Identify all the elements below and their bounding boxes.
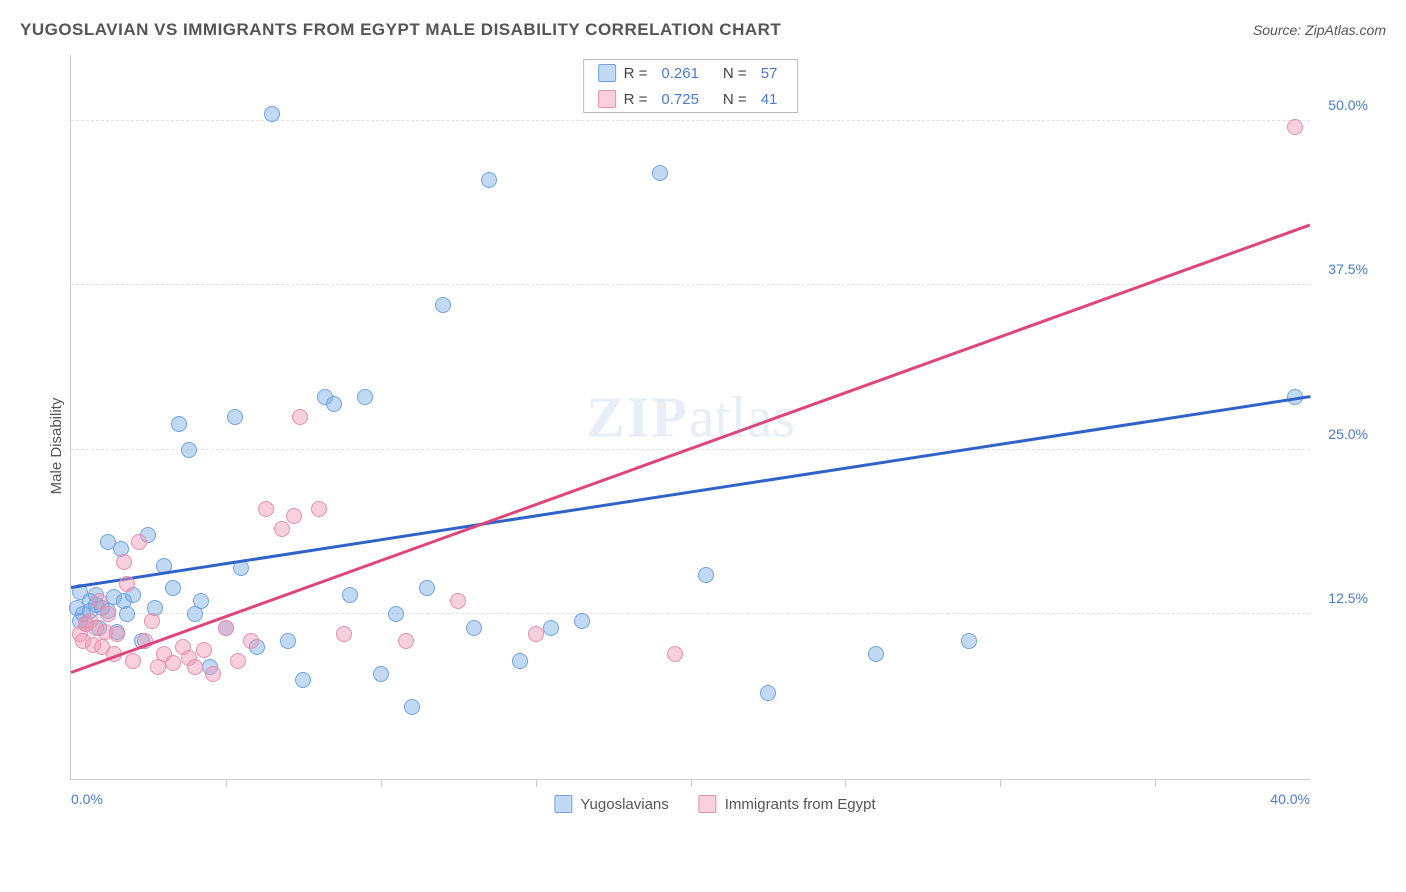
data-point [404,699,420,715]
data-point [193,593,209,609]
gridline [71,613,1310,614]
data-point [144,613,160,629]
x-tick [691,779,692,787]
legend-swatch [554,795,572,813]
data-point [181,442,197,458]
data-point [218,620,234,636]
data-point [336,626,352,642]
data-point [119,606,135,622]
chart-title: YUGOSLAVIAN VS IMMIGRANTS FROM EGYPT MAL… [20,20,781,40]
data-point [230,653,246,669]
legend-row: R = 0.261 N = 57 [584,60,798,86]
plot-region: ZIPatlas R =0.261N =57R =0.725N =41 12.5… [70,55,1310,780]
regression-line [71,395,1310,588]
data-point [342,587,358,603]
data-point [419,580,435,596]
data-point [466,620,482,636]
legend-r-value: 0.261 [661,65,699,82]
data-point [131,534,147,550]
data-point [512,653,528,669]
legend-series-label: Immigrants from Egypt [725,796,876,813]
data-point [125,653,141,669]
data-point [292,409,308,425]
x-tick [1000,779,1001,787]
data-point [243,633,259,649]
data-point [196,642,212,658]
y-tick-label: 12.5% [1328,590,1368,606]
data-point [311,501,327,517]
y-tick-label: 37.5% [1328,261,1368,277]
data-point [171,416,187,432]
data-point [295,672,311,688]
data-point [258,501,274,517]
data-point [373,666,389,682]
data-point [667,646,683,662]
data-point [961,633,977,649]
x-tick [1155,779,1156,787]
legend-n-value: 41 [761,91,778,108]
data-point [227,409,243,425]
legend-series-label: Yugoslavians [580,796,668,813]
legend-n-label: N = [723,65,747,82]
y-tick-label: 50.0% [1328,97,1368,113]
data-point [326,396,342,412]
legend-row: R = 0.725 N = 41 [584,86,798,112]
y-tick-label: 25.0% [1328,426,1368,442]
legend-n-value: 57 [761,65,778,82]
data-point [1287,119,1303,135]
data-point [450,593,466,609]
data-point [398,633,414,649]
data-point [205,666,221,682]
legend-item: Immigrants from Egypt [699,795,876,813]
series-legend: Yugoslavians Immigrants from Egypt [554,795,875,813]
legend-n-label: N = [723,91,747,108]
x-tick [536,779,537,787]
data-point [435,297,451,313]
data-point [119,576,135,592]
x-tick [226,779,227,787]
legend-r-label: R = [624,91,648,108]
data-point [286,508,302,524]
data-point [280,633,296,649]
data-point [543,620,559,636]
correlation-legend: R = 0.261 N = 57 R = 0.725 N = 41 [583,59,799,113]
data-point [698,567,714,583]
x-tick-label: 40.0% [1270,791,1310,807]
data-point [574,613,590,629]
gridline [71,284,1310,285]
data-point [388,606,404,622]
data-point [165,580,181,596]
legend-swatch [598,90,616,108]
watermark: ZIPatlas [586,384,795,451]
data-point [760,685,776,701]
x-tick-label: 0.0% [71,791,103,807]
data-point [652,165,668,181]
legend-item: Yugoslavians [554,795,668,813]
data-point [116,554,132,570]
source-attribution: Source: ZipAtlas.com [1253,22,1386,38]
chart-area: ZIPatlas R = 0.261 N = 57 R = 0.725 N = 41 12.5… [50,55,1380,825]
legend-r-value: 0.725 [661,91,699,108]
data-point [357,389,373,405]
x-tick [845,779,846,787]
gridline [71,120,1310,121]
data-point [109,626,125,642]
data-point [528,626,544,642]
data-point [264,106,280,122]
data-point [868,646,884,662]
legend-r-label: R = [624,65,648,82]
x-tick [381,779,382,787]
legend-swatch [598,64,616,82]
data-point [100,606,116,622]
data-point [187,659,203,675]
data-point [481,172,497,188]
data-point [274,521,290,537]
data-point [165,655,181,671]
legend-swatch [699,795,717,813]
